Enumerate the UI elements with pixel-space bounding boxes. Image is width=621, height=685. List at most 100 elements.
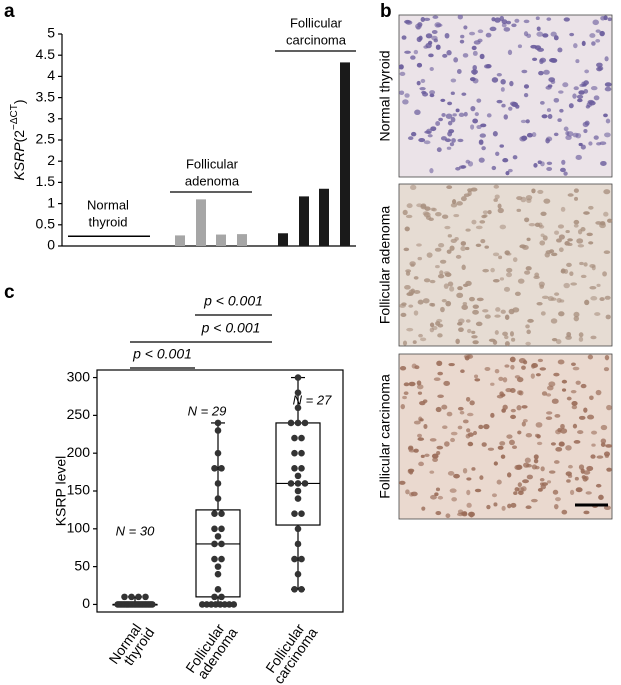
nucleus — [523, 462, 530, 468]
nucleus — [563, 171, 568, 176]
nucleus — [557, 118, 562, 123]
nucleus — [418, 35, 423, 41]
y-tick-label: 1.5 — [36, 173, 56, 189]
nucleus — [558, 90, 564, 94]
nucleus — [563, 17, 570, 22]
nucleus — [488, 338, 496, 342]
y-tick-label: 200 — [67, 444, 91, 460]
nucleus — [604, 132, 611, 138]
nucleus — [456, 292, 464, 299]
nucleus — [442, 53, 448, 58]
nucleus — [413, 290, 421, 294]
nucleus — [498, 255, 503, 260]
nucleus — [531, 132, 537, 138]
nucleus — [580, 144, 586, 150]
nucleus — [516, 196, 523, 201]
nucleus — [550, 31, 557, 37]
nucleus — [457, 406, 464, 411]
nucleus — [567, 193, 574, 197]
nucleus — [422, 298, 430, 304]
nucleus — [506, 267, 513, 273]
nucleus — [419, 86, 426, 91]
nucleus — [446, 249, 452, 254]
nucleus — [430, 207, 436, 212]
nucleus — [431, 29, 438, 34]
nucleus — [487, 447, 495, 451]
nucleus — [557, 47, 563, 53]
nucleus — [462, 301, 468, 306]
nucleus — [540, 161, 545, 167]
nucleus — [466, 412, 474, 417]
nucleus — [465, 319, 471, 323]
nucleus — [604, 56, 609, 62]
nucleus — [514, 487, 520, 492]
nucleus — [576, 238, 584, 244]
nucleus — [398, 480, 406, 485]
nucleus — [436, 318, 443, 323]
nucleus — [526, 237, 531, 242]
nucleus — [409, 492, 414, 497]
nucleus — [500, 454, 506, 459]
data-point — [294, 404, 302, 412]
nucleus — [578, 464, 585, 470]
nucleus — [520, 486, 527, 492]
nucleus — [420, 16, 426, 23]
nucleus — [399, 366, 407, 371]
group-label: thyroid — [88, 214, 127, 229]
nucleus — [404, 50, 411, 54]
nucleus — [578, 90, 585, 95]
nucleus — [539, 240, 546, 246]
nucleus — [540, 311, 546, 316]
nucleus — [406, 327, 414, 332]
nucleus — [501, 505, 506, 511]
nucleus — [577, 430, 584, 435]
nucleus — [420, 454, 425, 459]
nucleus — [446, 50, 452, 56]
nucleus — [490, 412, 495, 418]
nucleus — [530, 44, 538, 49]
nucleus — [569, 489, 575, 495]
nucleus — [429, 67, 434, 71]
data-point — [214, 480, 222, 487]
nucleus — [435, 44, 441, 50]
y-tick-label: 3.5 — [36, 88, 56, 104]
nucleus — [533, 458, 539, 464]
nucleus — [546, 161, 553, 166]
nucleus — [412, 340, 417, 345]
data-point — [214, 563, 222, 570]
nucleus — [532, 57, 538, 62]
nucleus — [581, 40, 586, 47]
nucleus — [606, 404, 612, 411]
data-point — [294, 570, 302, 578]
nucleus — [407, 469, 412, 474]
nucleus — [416, 384, 424, 390]
nucleus — [514, 375, 521, 379]
nucleus — [560, 167, 566, 173]
nucleus — [557, 427, 562, 433]
nucleus — [421, 506, 426, 511]
nucleus — [577, 98, 583, 103]
nucleus — [531, 464, 538, 470]
nucleus — [452, 113, 457, 117]
nucleus — [469, 400, 475, 406]
nucleus — [603, 451, 610, 457]
nucleus — [506, 434, 513, 439]
nucleus — [572, 93, 577, 99]
nucleus — [482, 268, 489, 273]
nucleus — [525, 194, 533, 201]
nucleus — [520, 119, 527, 124]
nucleus — [500, 79, 506, 85]
nucleus — [600, 442, 606, 447]
nucleus — [576, 94, 584, 99]
nucleus — [446, 146, 452, 150]
nucleus — [444, 32, 450, 39]
nucleus — [521, 421, 526, 427]
nucleus — [472, 304, 479, 309]
nucleus — [568, 464, 573, 469]
nucleus — [500, 87, 505, 92]
box — [195, 509, 241, 598]
nucleus — [599, 222, 606, 229]
nucleus — [450, 91, 455, 96]
panel-label: b — [380, 1, 392, 22]
nucleus — [557, 224, 565, 229]
